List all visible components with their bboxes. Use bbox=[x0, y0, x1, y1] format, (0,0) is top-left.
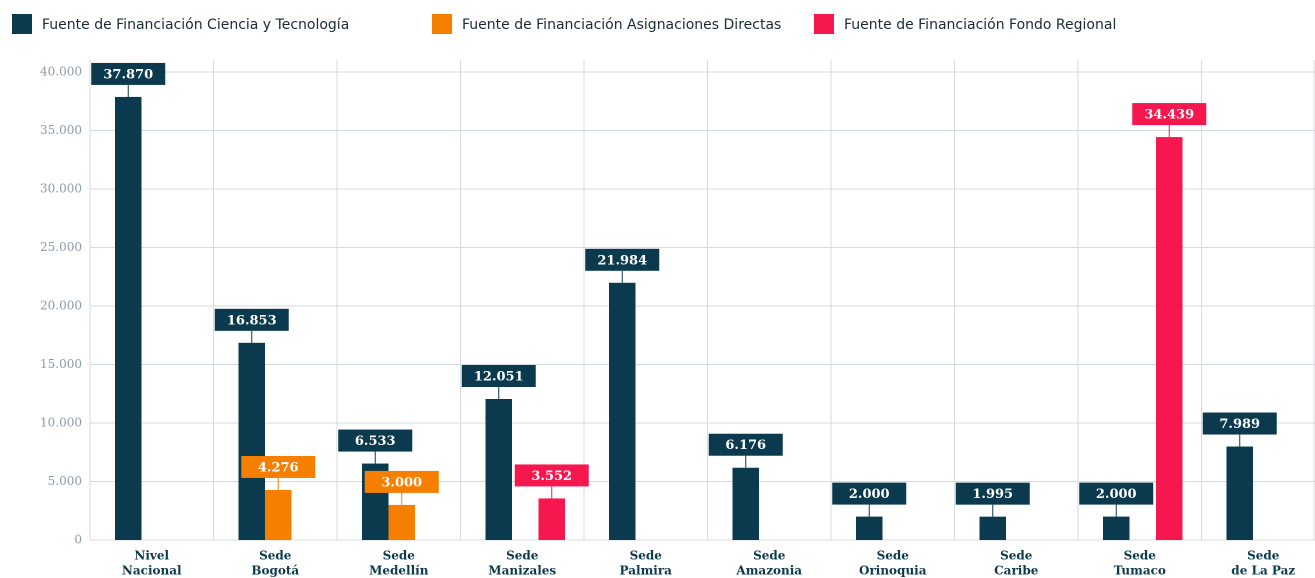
value-label: 34.439 bbox=[1144, 108, 1194, 123]
value-label: 12.051 bbox=[474, 370, 524, 385]
value-label-box bbox=[91, 62, 166, 85]
x-tick-label: Orinoquia bbox=[859, 564, 927, 578]
value-label: 7.989 bbox=[1219, 417, 1260, 432]
y-tick-label: 25.000 bbox=[40, 240, 82, 254]
bar bbox=[238, 342, 265, 540]
legend-swatch bbox=[12, 14, 32, 34]
value-label: 1.995 bbox=[972, 487, 1013, 502]
bar bbox=[115, 96, 142, 541]
value-label: 4.276 bbox=[258, 460, 299, 475]
x-tick-label: de La Paz bbox=[1231, 564, 1295, 578]
bar bbox=[609, 282, 636, 540]
x-tick-label: Sede bbox=[877, 549, 910, 563]
bar bbox=[1156, 137, 1183, 540]
legend-swatch bbox=[814, 14, 834, 34]
value-label-box bbox=[585, 248, 660, 271]
x-tick-label: Manizales bbox=[488, 564, 556, 578]
value-label-box bbox=[214, 308, 289, 331]
y-tick-label: 40.000 bbox=[40, 65, 82, 79]
x-tick-label: Bogotá bbox=[251, 564, 299, 578]
y-tick-label: 0 bbox=[74, 533, 82, 547]
value-label-box bbox=[241, 455, 316, 478]
y-tick-label: 15.000 bbox=[40, 357, 82, 371]
x-tick-label: Sede bbox=[1247, 549, 1280, 563]
value-label: 21.984 bbox=[597, 253, 647, 268]
bar bbox=[538, 498, 565, 540]
value-label-box bbox=[1079, 482, 1154, 505]
value-label: 6.533 bbox=[355, 434, 396, 449]
x-tick-label: Sede bbox=[1000, 549, 1033, 563]
x-tick-label: Sede bbox=[259, 549, 292, 563]
x-tick-label: Sede bbox=[1124, 549, 1157, 563]
value-label: 6.176 bbox=[725, 438, 766, 453]
value-label-box bbox=[338, 429, 413, 452]
y-tick-label: 5.000 bbox=[48, 474, 82, 488]
x-tick-label: Nacional bbox=[122, 564, 182, 578]
bar bbox=[979, 516, 1006, 540]
legend-label: Fuente de Financiación Fondo Regional bbox=[844, 17, 1116, 33]
x-tick-label: Nivel bbox=[134, 549, 169, 563]
x-tick-label: Sede bbox=[506, 549, 539, 563]
y-tick-label: 10.000 bbox=[40, 416, 82, 430]
bar bbox=[732, 467, 759, 540]
value-label-box bbox=[832, 482, 907, 505]
bar bbox=[485, 399, 512, 540]
value-label: 37.870 bbox=[103, 67, 153, 82]
value-label: 3.000 bbox=[381, 475, 422, 490]
bar bbox=[1226, 446, 1253, 540]
legend-label: Fuente de Financiación Ciencia y Tecnolo… bbox=[42, 17, 349, 33]
value-label: 3.552 bbox=[531, 469, 572, 484]
y-tick-label: 20.000 bbox=[40, 299, 82, 313]
x-tick-label: Sede bbox=[630, 549, 663, 563]
x-tick-label: Sede bbox=[383, 549, 416, 563]
legend-label: Fuente de Financiación Asignaciones Dire… bbox=[462, 17, 781, 33]
y-tick-label: 30.000 bbox=[40, 182, 82, 196]
value-label-box bbox=[1202, 412, 1277, 435]
x-tick-label: Tumaco bbox=[1114, 564, 1166, 578]
bar bbox=[1103, 516, 1130, 540]
value-label-box bbox=[955, 482, 1030, 505]
x-tick-label: Medellín bbox=[369, 564, 429, 578]
value-label-box bbox=[708, 433, 783, 456]
y-tick-label: 35.000 bbox=[40, 123, 82, 137]
legend-swatch bbox=[432, 14, 452, 34]
value-label: 2.000 bbox=[849, 487, 890, 502]
x-tick-label: Palmira bbox=[620, 564, 673, 578]
x-tick-label: Sede bbox=[753, 549, 786, 563]
bar bbox=[388, 504, 415, 540]
value-label-box bbox=[514, 464, 589, 487]
value-label: 2.000 bbox=[1096, 487, 1137, 502]
bar bbox=[856, 516, 883, 540]
x-tick-label: Caribe bbox=[994, 564, 1039, 578]
value-label: 16.853 bbox=[227, 313, 277, 328]
x-tick-label: Amazonia bbox=[735, 564, 802, 578]
value-label-box bbox=[1132, 103, 1207, 126]
value-label-box bbox=[461, 365, 536, 388]
bar bbox=[265, 489, 292, 540]
value-label-box bbox=[364, 470, 439, 493]
